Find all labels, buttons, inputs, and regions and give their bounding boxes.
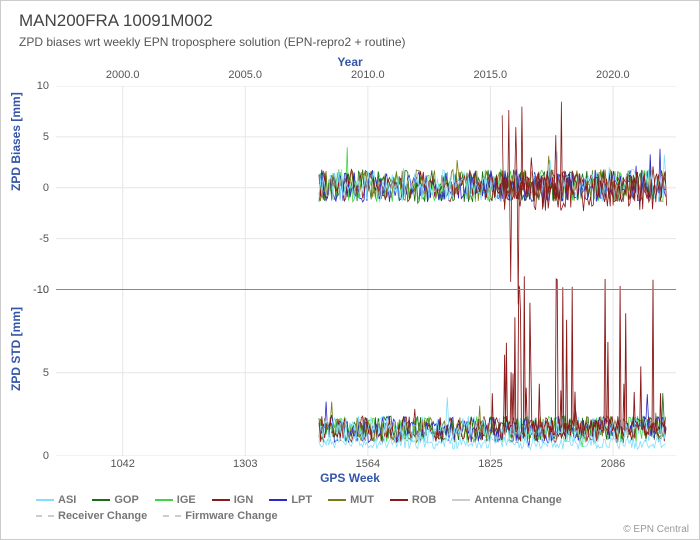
tick-label: 2086 <box>601 458 625 470</box>
legend-swatch <box>328 499 346 501</box>
legend-item-ign: IGN <box>212 494 254 506</box>
legend-label: MUT <box>350 494 374 506</box>
tick-label: 5 <box>43 131 49 143</box>
legend-item-antenna-change: Antenna Change <box>452 494 561 506</box>
tick-label: 2020.0 <box>596 69 630 81</box>
legend-label: Antenna Change <box>474 494 561 506</box>
legend-item-asi: ASI <box>36 494 76 506</box>
legend-item-rob: ROB <box>390 494 436 506</box>
tick-label: 1564 <box>356 458 380 470</box>
legend-label: LPT <box>291 494 312 506</box>
y-axis-label-std: ZPD STD [mm] <box>9 307 23 391</box>
chart-title: MAN200FRA 10091M002 <box>19 11 213 31</box>
legend-item-gop: GOP <box>92 494 138 506</box>
tick-label: 5 <box>43 367 49 379</box>
legend-label: ROB <box>412 494 436 506</box>
legend-label: Receiver Change <box>58 510 147 522</box>
tick-label: -5 <box>39 233 49 245</box>
legend-swatch <box>36 499 54 501</box>
legend-swatch <box>92 499 110 501</box>
legend-item-mut: MUT <box>328 494 374 506</box>
top-axis-label: Year <box>337 55 362 69</box>
legend-swatch <box>36 515 54 517</box>
legend-swatch <box>163 515 181 517</box>
tick-label: 1303 <box>233 458 257 470</box>
legend-label: IGN <box>234 494 254 506</box>
legend-item-ige: IGE <box>155 494 196 506</box>
y-axis-label-biases: ZPD Biases [mm] <box>9 92 23 191</box>
tick-label: 2000.0 <box>106 69 140 81</box>
tick-label: 2015.0 <box>474 69 508 81</box>
legend-swatch <box>390 499 408 501</box>
legend-label: Firmware Change <box>185 510 277 522</box>
legend-swatch <box>452 499 470 501</box>
legend-swatch <box>155 499 173 501</box>
footer-credit: © EPN Central <box>623 524 689 535</box>
chart-container: MAN200FRA 10091M002 ZPD biases wrt weekl… <box>0 0 700 540</box>
legend-item-firmware-change: Firmware Change <box>163 510 277 522</box>
legend-item-lpt: LPT <box>269 494 312 506</box>
tick-label: 10 <box>37 80 49 92</box>
tick-label: 0 <box>43 450 49 462</box>
legend: ASI GOP IGE IGN LPT MUT ROB Antenna Change Recei… <box>36 494 686 522</box>
legend-item-receiver-change: Receiver Change <box>36 510 147 522</box>
plot-svg <box>56 86 676 456</box>
legend-swatch <box>212 499 230 501</box>
legend-label: ASI <box>58 494 76 506</box>
tick-label: 2005.0 <box>228 69 262 81</box>
legend-label: GOP <box>114 494 138 506</box>
tick-label: 10 <box>37 284 49 296</box>
legend-swatch <box>269 499 287 501</box>
tick-label: 2010.0 <box>351 69 385 81</box>
legend-label: IGE <box>177 494 196 506</box>
tick-label: 1042 <box>110 458 134 470</box>
tick-label: 1825 <box>478 458 502 470</box>
chart-subtitle: ZPD biases wrt weekly EPN troposphere so… <box>19 35 406 49</box>
tick-label: 0 <box>43 182 49 194</box>
bottom-axis-label: GPS Week <box>320 471 380 485</box>
